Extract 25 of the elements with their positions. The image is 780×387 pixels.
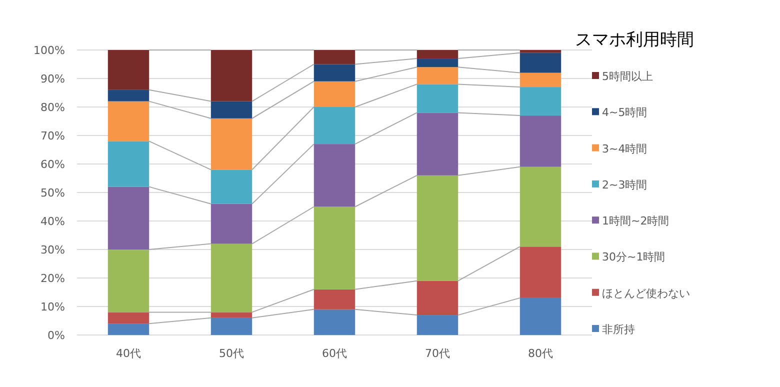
y-tick-label: 20%	[40, 272, 65, 285]
x-tick-label: 50代	[219, 347, 244, 360]
y-tick-label: 70%	[40, 130, 65, 142]
y-tick-label: 40%	[40, 215, 65, 228]
legend-label: 4~5時間	[602, 106, 648, 120]
y-tick-label: 80%	[40, 101, 65, 114]
x-tick-label: 80代	[528, 347, 553, 360]
y-tick-label: 0%	[48, 329, 65, 342]
legend-title: スマホ利用時間	[575, 30, 694, 50]
legend-label: 非所持	[602, 323, 635, 336]
y-tick-label: 10%	[40, 300, 65, 314]
y-tick-label: 50%	[40, 186, 65, 200]
x-tick-label: 60代	[322, 347, 347, 360]
legend-label: 2~3時間	[602, 178, 648, 192]
x-tick-label: 40代	[116, 347, 141, 360]
y-tick-label: 90%	[40, 72, 65, 86]
legend-label: 5時間以上	[602, 70, 653, 83]
y-tick-label: 30%	[40, 244, 65, 256]
y-tick-label: 100%	[34, 44, 65, 57]
y-tick-label: 60%	[40, 158, 65, 171]
x-tick-label: 70代	[425, 347, 450, 360]
legend-label: ほとんど使わない	[602, 286, 690, 300]
legend-label: 30分~1時間	[602, 250, 666, 264]
legend-label: 3~4時間	[602, 142, 648, 156]
legend-label: 1時間~2時間	[602, 214, 670, 228]
